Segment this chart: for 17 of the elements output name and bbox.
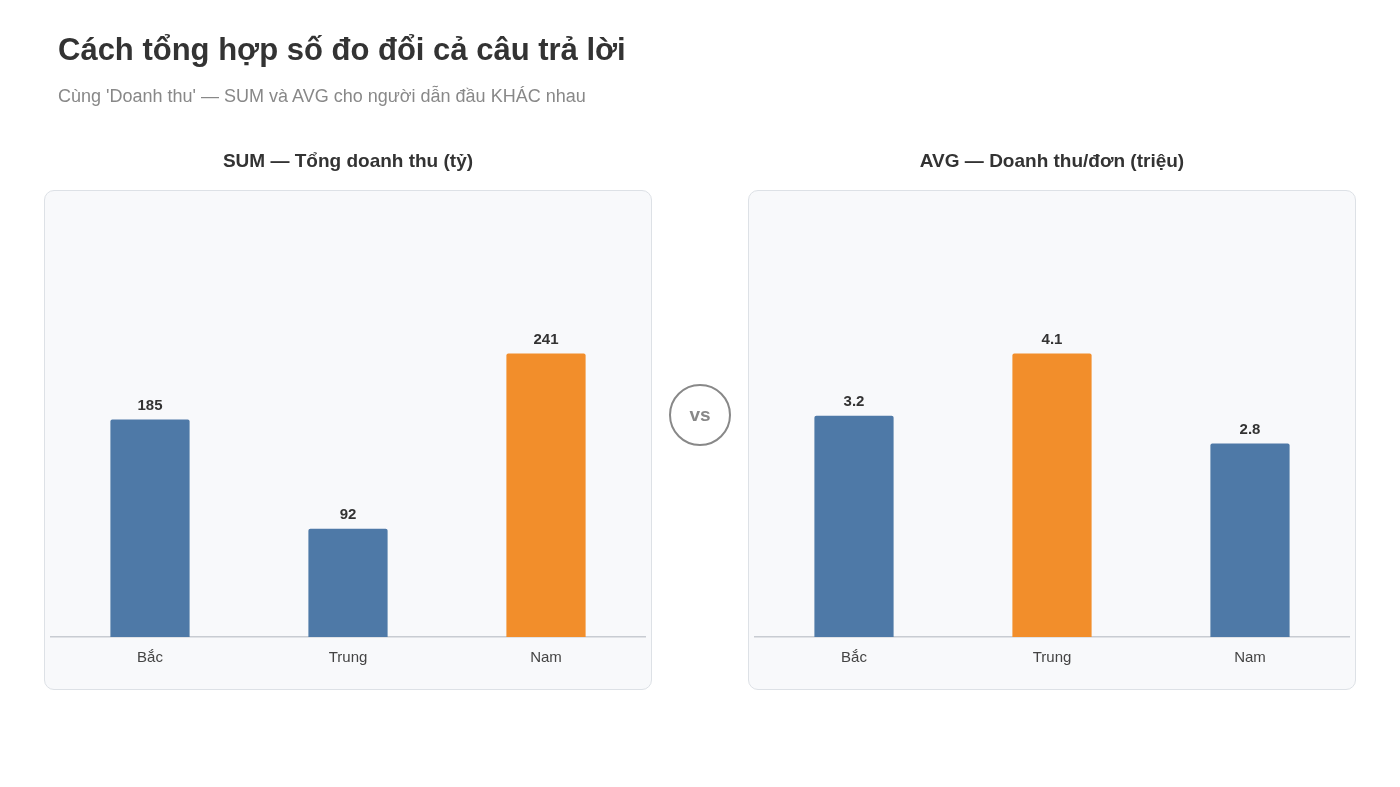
x-tick-label: Trung (1032, 648, 1072, 666)
x-tick-label: Bắc (137, 648, 164, 666)
text: Cùng 'Doanh thu' — SUM và AVG cho người dẫn đầu KHÁC nhau (58, 86, 586, 107)
x-tick-label: Trung (328, 648, 368, 666)
chart-title: AVG — Doanh thu/đơn (triệu) (918, 150, 1186, 172)
x-tick-label: Nam (1234, 648, 1266, 666)
data-label: 3.2 (843, 392, 865, 410)
data-label: 4.1 (1041, 330, 1063, 348)
x-tick-label: Bắc (841, 648, 868, 666)
data-label: 92 (339, 505, 357, 523)
data-label: 185 (137, 396, 163, 414)
text: Cách tổng hợp số đo đổi cả câu trả lời (58, 32, 626, 68)
chart-title: SUM — Tổng doanh thu (tỷ) (221, 150, 475, 172)
x-tick-label: Nam (530, 648, 562, 666)
vs-badge: vs (669, 384, 731, 446)
data-label: 241 (533, 330, 559, 348)
data-label: 2.8 (1239, 420, 1261, 438)
